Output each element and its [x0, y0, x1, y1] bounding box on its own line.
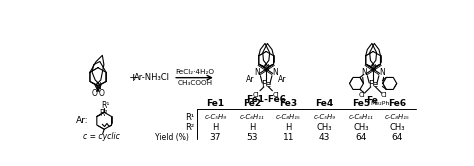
- Text: Fe1: Fe1: [206, 99, 225, 108]
- Text: Cl: Cl: [273, 92, 280, 98]
- Text: H: H: [212, 123, 219, 132]
- Text: Fe5: Fe5: [352, 99, 370, 108]
- Text: Fe6: Fe6: [389, 99, 407, 108]
- Text: Yield (%): Yield (%): [155, 133, 189, 142]
- Text: N: N: [361, 68, 367, 77]
- Text: Cl: Cl: [381, 92, 387, 98]
- Text: Fe: Fe: [365, 96, 377, 105]
- Text: Fe: Fe: [368, 80, 378, 89]
- Text: N: N: [371, 64, 376, 73]
- Text: FeCl₂·4H₂O: FeCl₂·4H₂O: [175, 69, 214, 75]
- Text: 43: 43: [319, 133, 330, 142]
- Text: R¹: R¹: [101, 101, 109, 110]
- Text: O: O: [91, 89, 97, 98]
- Text: 64: 64: [392, 133, 403, 142]
- Text: +: +: [129, 73, 138, 83]
- Text: H: H: [249, 123, 255, 132]
- Text: Fe3: Fe3: [279, 99, 297, 108]
- Text: Me₂Ph: Me₂Ph: [370, 101, 390, 106]
- Text: O: O: [99, 89, 104, 98]
- Text: N: N: [272, 68, 278, 77]
- Text: R²: R²: [185, 123, 194, 132]
- Text: c = cyclic: c = cyclic: [83, 132, 120, 141]
- Text: N: N: [255, 68, 260, 77]
- Text: c-C₆H₁₁: c-C₆H₁₁: [239, 114, 264, 120]
- Text: c-C₅H₉: c-C₅H₉: [314, 114, 336, 120]
- Text: Fe2: Fe2: [243, 99, 261, 108]
- Text: CH₃: CH₃: [317, 123, 332, 132]
- Text: N: N: [95, 82, 101, 91]
- Text: N: N: [379, 68, 385, 77]
- Text: c-C₅H₉: c-C₅H₉: [204, 114, 227, 120]
- Text: Ar:: Ar:: [75, 116, 88, 125]
- Text: Fe: Fe: [261, 80, 271, 89]
- Text: CH₃COOH: CH₃COOH: [177, 80, 212, 86]
- Text: H: H: [285, 123, 292, 132]
- Text: R²: R²: [100, 109, 108, 118]
- Text: c-C₆H₁₁: c-C₆H₁₁: [349, 114, 374, 120]
- Text: c-C₈H₁₅: c-C₈H₁₅: [385, 114, 410, 120]
- Text: 11: 11: [283, 133, 294, 142]
- Text: 64: 64: [356, 133, 367, 142]
- Text: Ar: Ar: [278, 75, 286, 84]
- Text: N: N: [264, 64, 269, 73]
- Text: R¹: R¹: [185, 113, 194, 122]
- Text: 53: 53: [246, 133, 257, 142]
- Text: Cl: Cl: [359, 92, 365, 98]
- Text: Ar: Ar: [246, 75, 255, 84]
- Text: 37: 37: [210, 133, 221, 142]
- Text: c-C₈H₁₅: c-C₈H₁₅: [276, 114, 301, 120]
- Text: Fe1-Fe6: Fe1-Fe6: [246, 95, 286, 105]
- Text: Ar-NH₃Cl: Ar-NH₃Cl: [134, 73, 170, 82]
- Text: Cl: Cl: [253, 92, 259, 98]
- Text: CH₃: CH₃: [390, 123, 405, 132]
- Text: Fe4: Fe4: [316, 99, 334, 108]
- Text: CH₃: CH₃: [353, 123, 369, 132]
